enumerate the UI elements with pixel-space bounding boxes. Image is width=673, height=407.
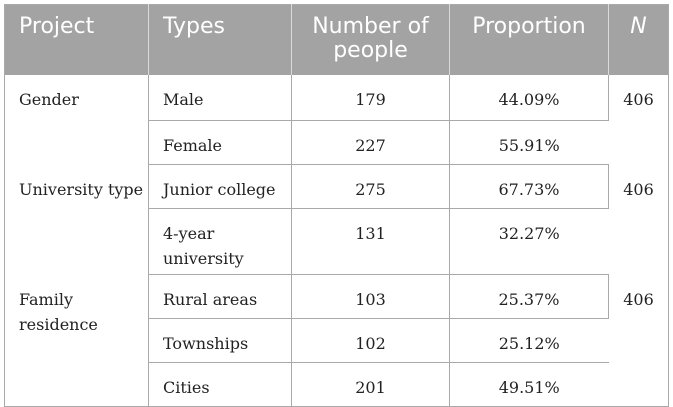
table-row: 4-year university 131 32.27%	[5, 208, 669, 275]
header-project: Project	[4, 4, 149, 75]
n-cell-gender: 406	[623, 89, 654, 109]
table-row: Cities 201 49.51%	[5, 362, 669, 407]
number-cell: 131	[291, 208, 450, 275]
table-header-row: Project Types Number of people Proportio…	[4, 4, 669, 75]
type-cell: 4-year university	[148, 208, 292, 275]
project-cell-family-residence: Family residence	[4, 274, 149, 407]
number-cell: 102	[291, 318, 450, 363]
type-cell: Male	[148, 74, 292, 121]
type-cell: Townships	[148, 318, 292, 363]
table-row: Gender Male 179 44.09% 406	[4, 74, 669, 165]
proportion-cell: 25.12%	[449, 318, 609, 363]
type-cell: Rural areas	[148, 274, 292, 319]
project-cell-gender: Gender	[4, 74, 149, 165]
n-cell-university-type: 406	[623, 179, 654, 199]
number-cell: 179	[291, 74, 450, 121]
type-cell: Female	[148, 120, 292, 165]
header-n: N	[630, 14, 647, 39]
header-proportion: Proportion	[449, 4, 609, 75]
table-row: Townships 102 25.12%	[5, 318, 669, 363]
type-cell: Cities	[148, 362, 292, 407]
proportion-cell: 32.27%	[449, 208, 609, 275]
proportion-cell: 55.91%	[449, 120, 609, 165]
demographics-table: Project Types Number of people Proportio…	[4, 4, 669, 407]
proportion-cell: 67.73%	[449, 164, 609, 209]
header-types: Types	[148, 4, 292, 75]
proportion-cell: 25.37%	[449, 274, 609, 319]
number-cell: 103	[291, 274, 450, 319]
proportion-cell: 49.51%	[449, 362, 609, 407]
n-cell-family-residence: 406	[623, 289, 654, 309]
header-number-of-people: Number of people	[291, 4, 450, 75]
table-row: Female 227 55.91%	[5, 120, 669, 165]
number-cell: 227	[291, 120, 450, 165]
project-cell-university-type: University type	[4, 164, 149, 275]
type-cell: Junior college	[148, 164, 292, 209]
number-cell: 201	[291, 362, 450, 407]
table-row: Family residence Rural areas 103 25.37% …	[4, 274, 669, 407]
table-row: University type Junior college 275 67.73…	[4, 164, 669, 275]
proportion-cell: 44.09%	[449, 74, 609, 121]
number-cell: 275	[291, 164, 450, 209]
